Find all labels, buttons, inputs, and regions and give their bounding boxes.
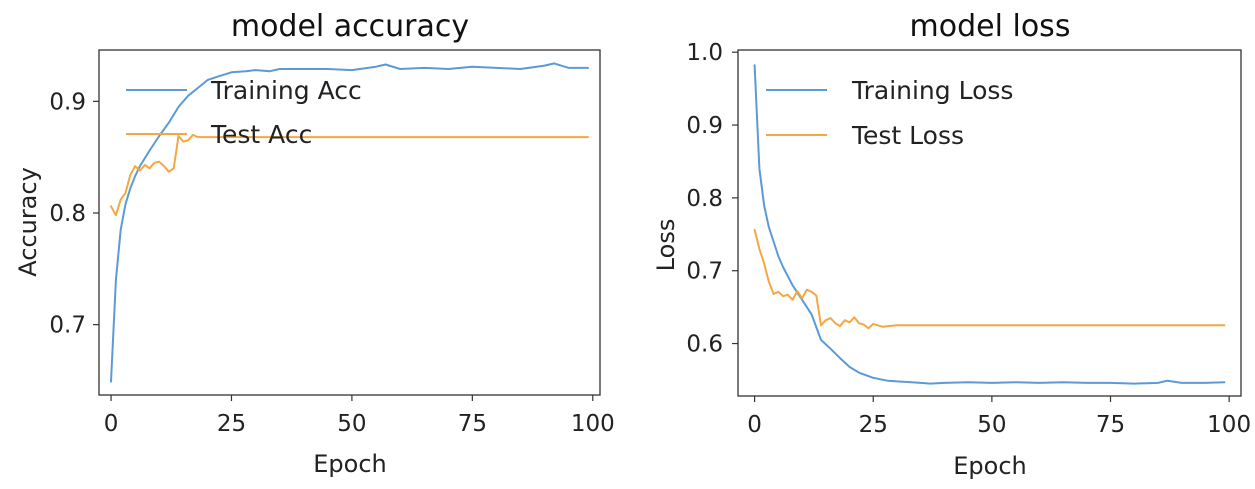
accuracy-x-tick-label: 100 (571, 411, 615, 437)
accuracy-series-layer (110, 62, 589, 383)
accuracy-y-ticks: 0.7 0.8 0.9 (49, 89, 99, 339)
loss-x-tick-label: 75 (1096, 412, 1125, 438)
legend-label-test-acc: Test Acc (210, 120, 312, 149)
legend-label-training-loss: Training Loss (851, 76, 1013, 105)
loss-x-tick-label: 100 (1207, 412, 1251, 438)
loss-chart-panel: model loss 0 25 50 75 100 0.6 0.7 0.8 0.9 1.0 Tr… (652, 9, 1251, 480)
loss-y-ticks: 0.6 0.7 0.8 0.9 1.0 (686, 40, 738, 358)
loss-y-tick-label: 0.6 (686, 332, 723, 358)
series-line-test-acc (110, 133, 589, 217)
loss-y-tick-label: 0.9 (686, 113, 723, 139)
loss-series-layer (753, 64, 1226, 385)
accuracy-x-ticks: 0 25 50 75 100 (104, 395, 615, 437)
legend-label-test-loss: Test Loss (851, 121, 964, 150)
loss-plot-frame (737, 49, 1242, 397)
loss-y-axis-label: Loss (652, 219, 680, 272)
series-line-test-loss (753, 228, 1226, 330)
accuracy-chart-panel: model accuracy 0 25 50 75 100 0.7 0.8 0.9 Trai… (14, 9, 615, 478)
accuracy-y-axis-label: Accuracy (14, 167, 42, 277)
accuracy-y-tick-label: 0.7 (49, 313, 86, 339)
accuracy-x-tick-label: 25 (217, 411, 246, 437)
loss-x-tick-label: 50 (977, 412, 1006, 438)
loss-x-tick-label: 0 (747, 412, 762, 438)
loss-chart-title: model loss (910, 9, 1071, 44)
loss-x-ticks: 0 25 50 75 100 (747, 396, 1251, 438)
loss-legend: Training Loss Test Loss (766, 76, 1013, 150)
series-line-training-loss (753, 64, 1226, 385)
accuracy-plot-frame (98, 49, 601, 396)
loss-y-tick-label: 0.8 (686, 186, 723, 212)
accuracy-y-tick-label: 0.9 (49, 89, 86, 115)
accuracy-x-tick-label: 0 (104, 411, 119, 437)
accuracy-chart-title: model accuracy (231, 9, 469, 44)
loss-x-axis-label: Epoch (953, 452, 1027, 480)
accuracy-x-tick-label: 75 (458, 411, 487, 437)
loss-y-tick-label: 1.0 (686, 40, 723, 66)
series-line-training-acc (110, 62, 589, 383)
accuracy-x-axis-label: Epoch (313, 450, 387, 478)
accuracy-x-tick-label: 50 (337, 411, 366, 437)
loss-y-tick-label: 0.7 (686, 259, 723, 285)
legend-label-training-acc: Training Acc (210, 76, 362, 105)
accuracy-legend: Training Acc Test Acc (126, 76, 362, 149)
loss-x-tick-label: 25 (859, 412, 888, 438)
accuracy-y-tick-label: 0.8 (49, 201, 86, 227)
